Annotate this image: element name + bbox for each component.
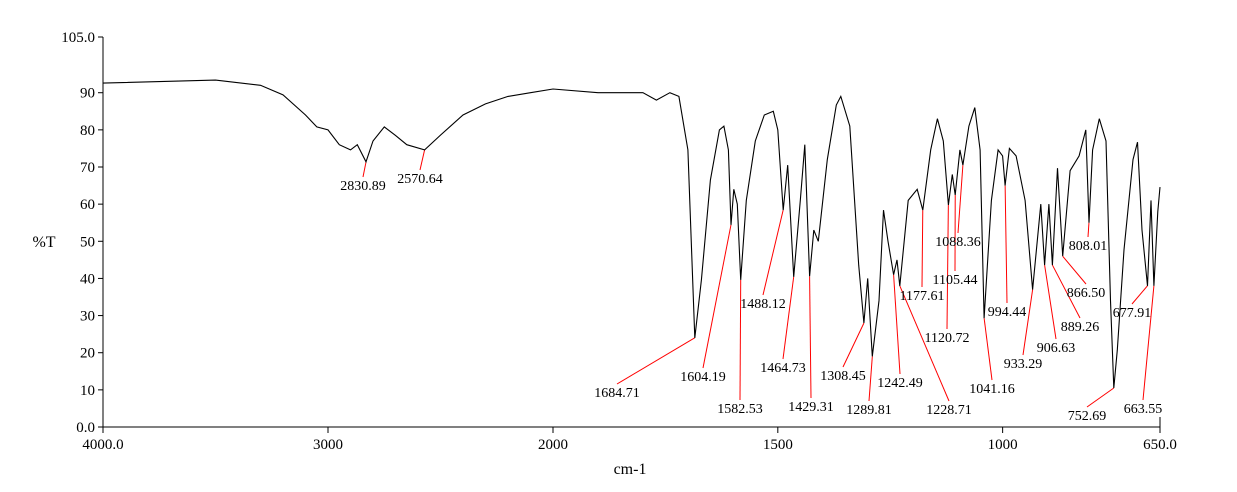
peak-marker-line [958, 165, 963, 233]
x-tick-label: 1500 [763, 437, 793, 453]
peak-marker-line [869, 356, 872, 401]
y-tick-label: 80 [80, 123, 95, 139]
x-tick-label: 1000 [988, 437, 1018, 453]
peak-marker-line [1088, 223, 1089, 237]
peak-label: 1604.19 [680, 370, 726, 385]
peak-label: 1488.12 [740, 297, 786, 312]
peak-marker-line [1143, 286, 1154, 400]
peak-label: 866.50 [1067, 286, 1106, 301]
y-tick-label: 20 [80, 346, 95, 362]
peak-marker-line [1063, 256, 1086, 284]
peak-label: 1177.61 [900, 289, 945, 304]
peak-label: 1088.36 [935, 235, 981, 250]
y-tick-label: 70 [80, 160, 95, 176]
peak-marker-line [947, 205, 948, 329]
x-tick-label: 650.0 [1143, 437, 1177, 453]
peak-marker-line [810, 276, 811, 398]
peak-label: 906.63 [1037, 341, 1076, 356]
peak-label: 889.26 [1061, 320, 1100, 335]
peak-label: 1582.53 [717, 402, 763, 417]
x-axis-label: cm-1 [614, 461, 647, 478]
y-tick-label: 60 [80, 197, 95, 213]
peak-label: 1105.44 [933, 273, 978, 288]
y-tick-label: 90 [80, 86, 95, 102]
peak-label: 1120.72 [925, 331, 970, 346]
peak-marker-line [843, 323, 864, 367]
y-tick-label: 30 [80, 309, 95, 325]
peak-label: 1684.71 [594, 386, 640, 401]
peak-marker-line [763, 210, 783, 295]
y-tick-label: 10 [80, 383, 95, 399]
y-tick-label: 50 [80, 234, 95, 250]
y-tick-label: 105.0 [61, 30, 95, 46]
peak-label: 2830.89 [340, 179, 386, 194]
peak-label: 1308.45 [820, 369, 866, 384]
peak-marker-line [922, 210, 923, 287]
peak-marker-line [420, 150, 425, 170]
peak-label: 663.55 [1124, 402, 1163, 417]
axis-frame [103, 37, 1160, 427]
peak-label: 1242.49 [877, 376, 923, 391]
peak-label: 1429.31 [788, 400, 834, 415]
peak-marker-line [363, 162, 366, 177]
peak-marker-line [984, 318, 992, 380]
peak-label: 808.01 [1069, 239, 1108, 254]
peak-label: 933.29 [1004, 357, 1043, 372]
peak-label: 677.91 [1113, 306, 1152, 321]
peak-label: 1289.81 [846, 403, 892, 418]
peak-label: 1041.16 [969, 382, 1015, 397]
x-tick-label: 2000 [538, 437, 568, 453]
peak-marker-line [703, 225, 731, 368]
peak-marker-line [1005, 186, 1007, 303]
peak-label: 1464.73 [760, 361, 806, 376]
peak-marker-line [1023, 290, 1033, 355]
y-axis-label: %T [32, 234, 55, 251]
peak-marker-line [1045, 265, 1056, 339]
spectrum-line [103, 80, 1160, 388]
peak-label: 2570.64 [397, 172, 443, 187]
y-tick-label: 0.0 [76, 420, 95, 436]
peak-label: 752.69 [1068, 409, 1107, 424]
x-tick-label: 3000 [313, 437, 343, 453]
peak-label: 994.44 [988, 305, 1027, 320]
y-tick-label: 40 [80, 271, 95, 287]
peak-marker-line [1132, 286, 1147, 304]
peak-label: 1228.71 [926, 403, 972, 418]
peak-marker-line [783, 277, 794, 359]
peak-annotations: 2830.89 2570.64 1684.71 1604.19 1582.53 1488.… [340, 150, 1162, 424]
peak-marker-line [1087, 388, 1114, 407]
x-tick-label: 4000.0 [82, 437, 123, 453]
